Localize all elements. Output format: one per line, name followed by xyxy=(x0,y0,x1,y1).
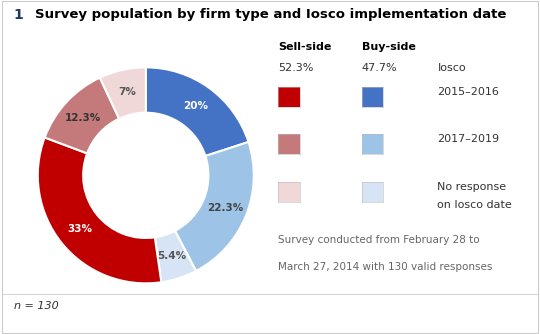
Text: 5.4%: 5.4% xyxy=(158,252,187,262)
Text: 20%: 20% xyxy=(184,101,208,111)
Wedge shape xyxy=(146,67,248,156)
Text: 2015–2016: 2015–2016 xyxy=(437,87,500,97)
Text: n = 130: n = 130 xyxy=(14,301,58,311)
Text: No response: No response xyxy=(437,182,507,192)
Text: Iosco: Iosco xyxy=(437,63,466,73)
Wedge shape xyxy=(175,142,254,271)
Wedge shape xyxy=(38,138,161,283)
Text: Survey population by firm type and Iosco implementation date: Survey population by firm type and Iosco… xyxy=(35,8,507,21)
Text: Buy-side: Buy-side xyxy=(362,42,416,52)
Text: March 27, 2014 with 130 valid responses: March 27, 2014 with 130 valid responses xyxy=(278,262,492,272)
Text: Sell-side: Sell-side xyxy=(278,42,332,52)
Text: 12.3%: 12.3% xyxy=(65,113,101,123)
Text: 22.3%: 22.3% xyxy=(207,202,243,212)
Text: Survey conducted from February 28 to: Survey conducted from February 28 to xyxy=(278,235,480,245)
Wedge shape xyxy=(155,231,196,282)
Text: 1: 1 xyxy=(14,8,23,22)
Text: 52.3%: 52.3% xyxy=(278,63,314,73)
Wedge shape xyxy=(100,67,146,119)
Text: 33%: 33% xyxy=(67,224,92,234)
Text: on Iosco date: on Iosco date xyxy=(437,200,512,210)
Text: 47.7%: 47.7% xyxy=(362,63,397,73)
Text: 7%: 7% xyxy=(118,87,136,97)
Text: 2017–2019: 2017–2019 xyxy=(437,134,500,144)
Wedge shape xyxy=(45,77,119,153)
